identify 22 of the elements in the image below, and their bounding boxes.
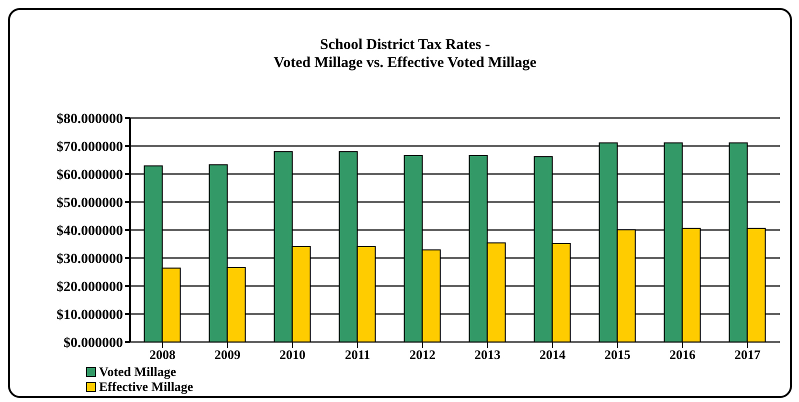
y-tick-label: $60.000000 — [56, 168, 123, 183]
y-tick-label: $40.000000 — [56, 224, 123, 239]
y-tick-label: $80.000000 — [56, 112, 123, 127]
x-tick-label: 2010 — [280, 347, 306, 362]
x-tick-label: 2015 — [604, 347, 631, 362]
y-tick-label: $30.000000 — [56, 252, 123, 267]
y-tick-label: $70.000000 — [56, 140, 123, 155]
x-tick-label: 2017 — [734, 347, 761, 362]
x-tick-label: 2011 — [344, 347, 370, 362]
x-tick-label: 2016 — [670, 347, 696, 362]
y-tick-label: $0.000000 — [64, 336, 123, 351]
legend-label: Voted Millage — [99, 364, 176, 379]
x-tick-label: 2012 — [410, 347, 436, 362]
x-tick-label: 2009 — [214, 347, 241, 362]
y-tick-label: $20.000000 — [56, 280, 123, 295]
x-tick-label: 2014 — [540, 347, 566, 362]
y-tick-label: $50.000000 — [56, 196, 123, 211]
x-tick-label: 2008 — [150, 347, 176, 362]
x-tick-label: 2013 — [474, 347, 501, 362]
y-tick-label: $10.000000 — [56, 308, 123, 323]
legend-label: Effective Millage — [99, 379, 194, 394]
chart-title: School District Tax Rates - Voted Millage vs. Effective Voted Millage — [272, 36, 538, 72]
